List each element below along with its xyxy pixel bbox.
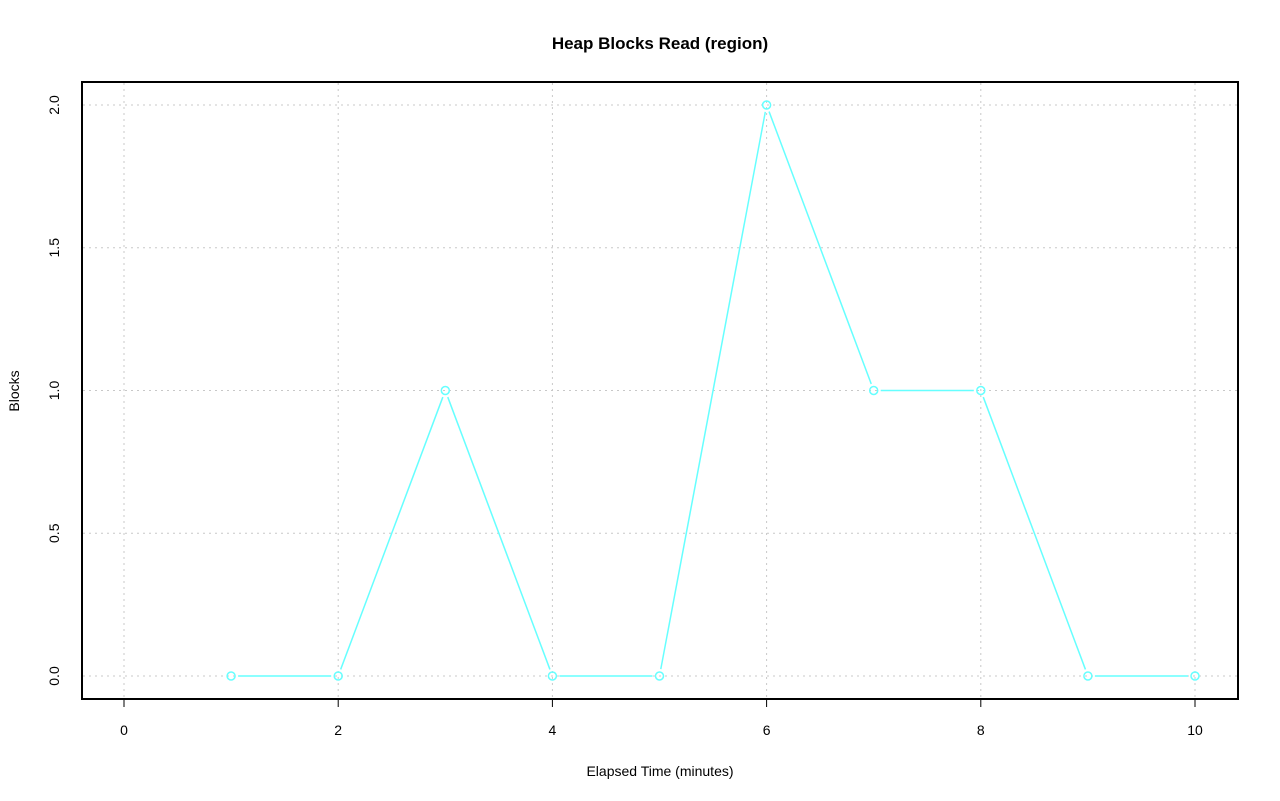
y-tick-label: 0.0 [46, 666, 62, 686]
data-point [440, 385, 451, 396]
x-tick-label: 8 [977, 722, 985, 738]
plot-frame [81, 81, 1239, 700]
y-axis-label: Blocks [6, 370, 22, 411]
series-line-segment [768, 111, 872, 385]
y-tick-label: 1.5 [46, 238, 62, 258]
data-point [761, 100, 772, 110]
series-line-segment [447, 396, 551, 670]
x-tick-label: 0 [120, 722, 128, 738]
x-axis-label: Elapsed Time (minutes) [586, 763, 733, 779]
data-point [976, 385, 986, 396]
x-tick-label: 10 [1187, 722, 1203, 738]
y-tick-label: 0.5 [46, 523, 62, 543]
data-point [226, 671, 236, 681]
data-point [868, 385, 879, 396]
x-tick-label: 2 [334, 722, 342, 738]
series-line-segment [982, 396, 1087, 670]
series-line-segment [339, 396, 444, 670]
data-point [333, 671, 343, 681]
data-point [547, 671, 558, 681]
y-tick-label: 2.0 [46, 95, 62, 115]
data-point [654, 671, 665, 681]
chart-title: Heap Blocks Read (region) [552, 34, 768, 53]
y-tick-label: 1.0 [46, 381, 62, 401]
x-tick-label: 4 [549, 722, 557, 738]
data-point [1083, 671, 1093, 681]
data-point [1190, 671, 1200, 681]
x-tick-label: 6 [763, 722, 771, 738]
series-line-segment [660, 111, 767, 670]
